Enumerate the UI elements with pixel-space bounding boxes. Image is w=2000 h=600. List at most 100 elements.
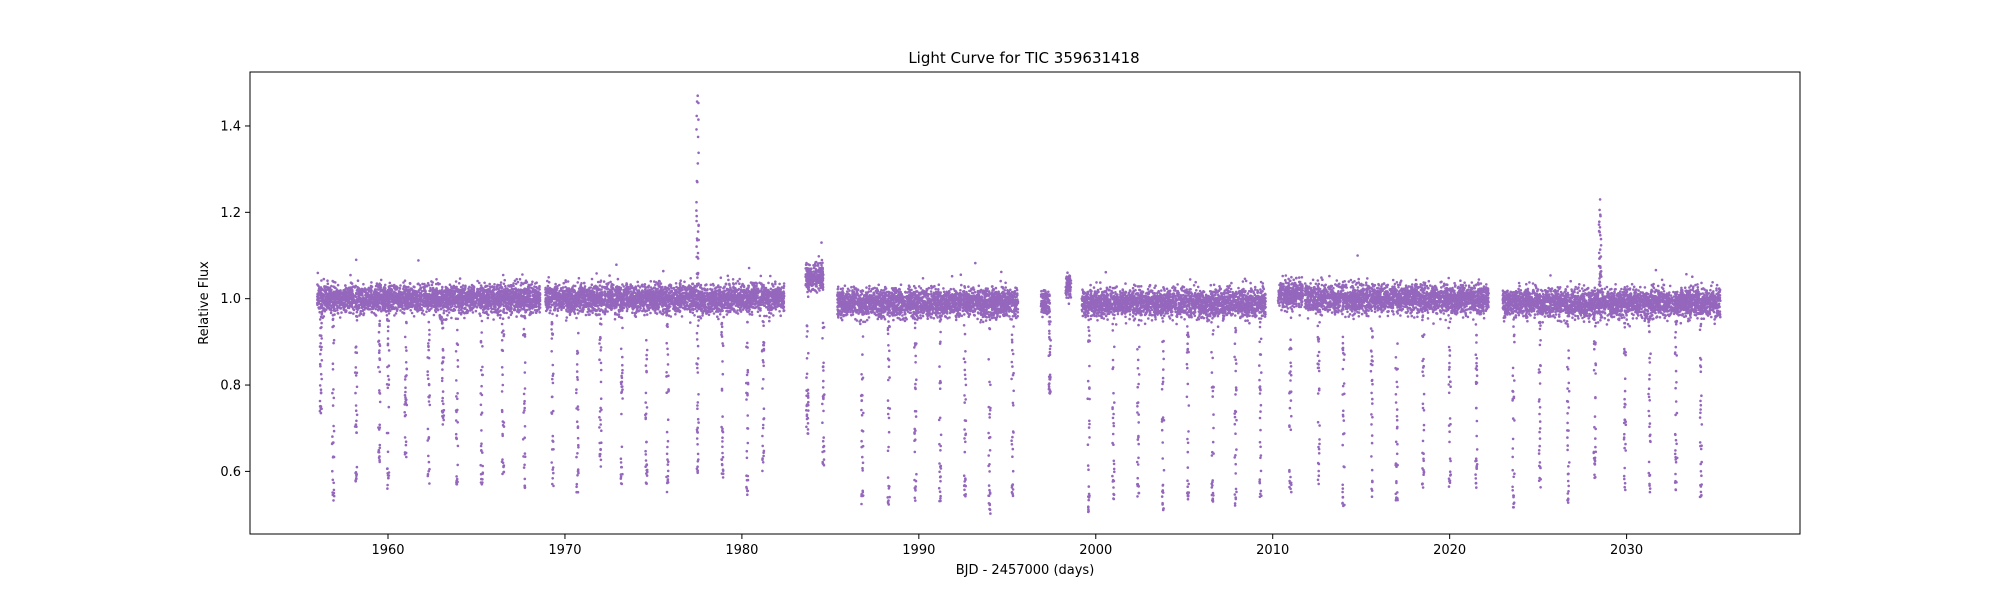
flux-point [427,284,431,287]
flux-point [372,312,376,315]
flux-point [564,279,567,282]
flux-point [511,301,514,305]
flux-point [391,284,395,288]
flux-point [387,300,391,304]
flux-point [379,278,383,282]
flux-point [340,300,344,304]
flux-point [316,296,320,299]
flux-point [598,284,602,287]
flux-point [758,314,762,318]
flux-point [372,292,376,296]
flux-point [418,298,421,301]
flux-point [520,281,523,285]
flux-point [430,304,433,307]
flux-point [495,287,498,291]
flux-point [452,284,456,288]
flux-point [722,315,725,319]
flux-point [515,315,518,318]
flux-point [406,304,410,308]
flux-point [423,282,426,286]
flux-point [356,308,359,312]
flux-point [538,298,542,302]
flux-point [504,284,507,288]
data-points [316,94,1722,515]
flux-point [432,313,436,317]
flux-point [399,309,402,312]
flux-point [367,307,370,310]
flux-point [424,304,427,308]
flux-point [354,303,358,307]
flux-point [347,301,350,304]
flux-point [565,316,569,319]
flux-point [404,303,407,306]
flux-point [386,290,390,293]
flux-point [333,297,336,301]
flux-point [448,283,452,287]
flux-point [451,304,454,308]
flux-point [362,282,365,286]
flux-point [494,306,497,309]
flux-point [509,284,512,287]
flux-point [627,305,631,309]
flux-point [608,274,611,277]
flux-point [336,283,340,287]
flux-point [497,303,500,306]
flux-point [343,288,347,291]
flux-point [525,299,528,302]
flux-point [498,299,502,302]
flux-point [670,286,673,290]
flux-point [370,311,374,314]
flux-point [516,280,520,284]
flux-point [394,297,398,301]
flux-point [494,302,497,306]
flux-point [738,277,741,281]
flux-point [339,298,343,302]
flux-point [322,308,325,312]
flux-point [502,291,506,295]
flux-point [383,300,386,303]
flux-point [502,304,506,308]
flux-point [392,292,396,296]
flux-point [535,305,538,308]
flux-point [422,313,426,316]
flux-point [378,301,382,305]
flux-point [405,285,408,289]
flux-point [317,306,320,309]
flux-point [480,293,483,296]
flux-point [376,302,380,305]
flux-point [494,308,497,312]
flux-point [498,316,502,320]
flux-point [472,299,475,302]
flux-point [526,292,530,296]
flux-point [435,289,439,293]
flux-point [417,303,420,306]
flux-point [420,289,424,293]
flux-point [486,284,489,288]
flux-point [387,312,391,315]
flux-point [493,283,496,286]
flux-point [339,306,343,310]
flux-point [350,286,354,289]
flux-point [392,294,396,298]
flux-point [406,290,410,293]
flux-point [413,298,417,302]
flux-point [490,294,494,297]
flux-point [459,301,463,304]
flux-point [471,284,475,288]
flux-point [485,302,489,305]
flux-point [355,298,358,302]
flux-point [419,286,423,290]
flux-point [510,294,513,298]
flux-point [422,302,426,305]
flux-point [379,289,383,293]
flux-point [422,297,426,300]
flux-point [420,306,424,310]
flux-point [461,297,464,300]
flux-point [324,301,327,304]
flux-point [779,314,782,318]
flux-point [352,308,356,312]
flux-point [379,298,382,302]
flux-point [326,305,330,309]
flux-point [355,310,359,314]
flux-point [355,305,359,309]
